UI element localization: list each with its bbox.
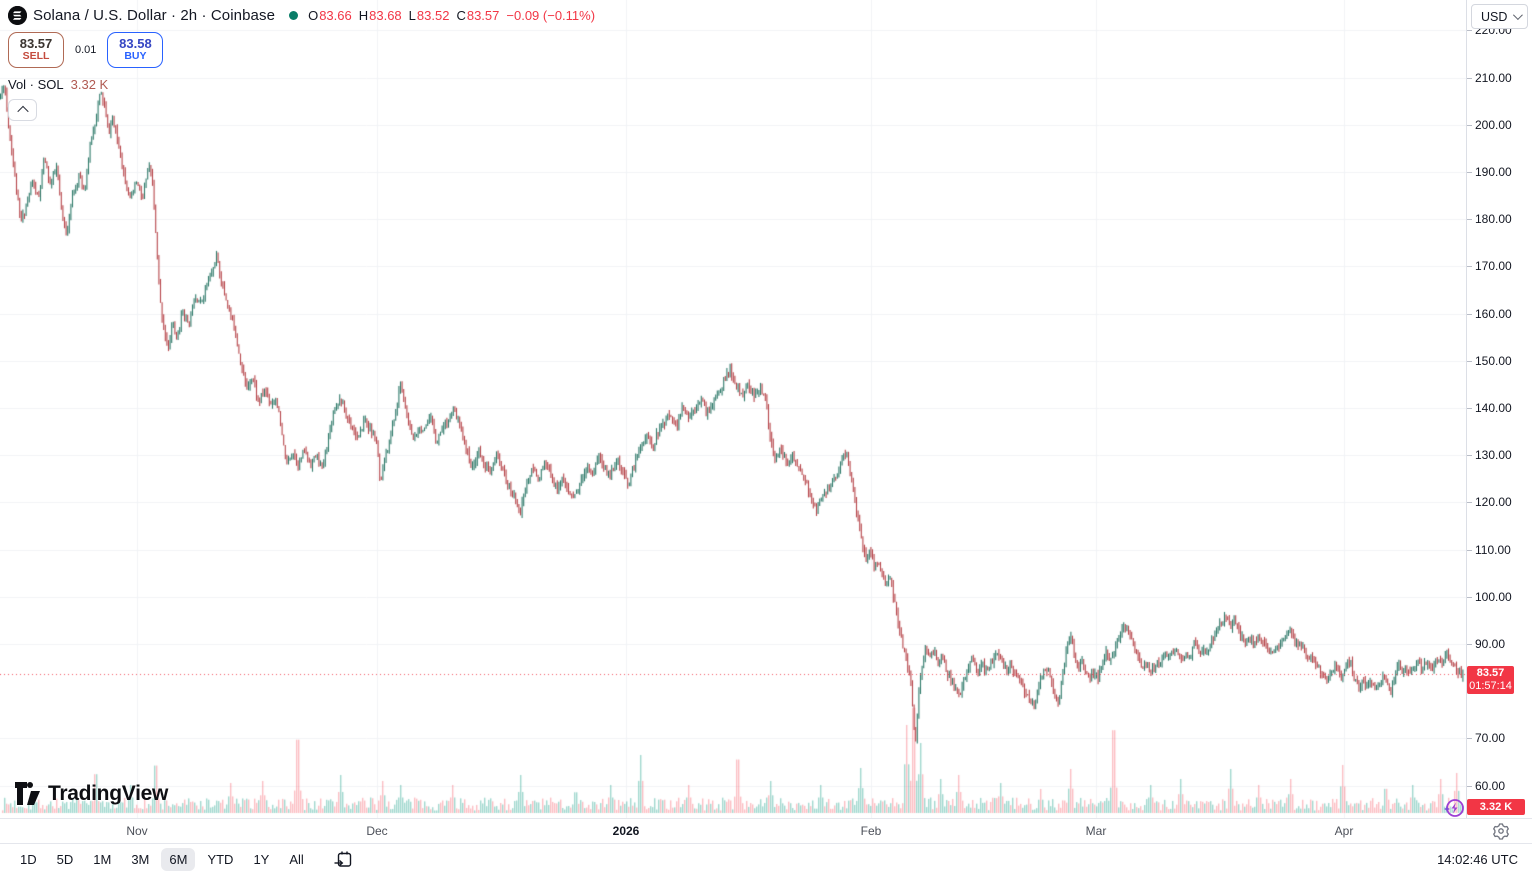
- watermark-text: TradingView: [48, 781, 169, 805]
- symbol-row: Solana / U.S. Dollar · 2h · Coinbase O83…: [8, 6, 595, 25]
- tradingview-logo-icon: [15, 782, 40, 805]
- buy-button[interactable]: 83.58 BUY: [107, 32, 164, 68]
- tradingview-watermark[interactable]: TradingView: [14, 781, 168, 806]
- time-axis-settings-gear-icon[interactable]: [1492, 822, 1510, 840]
- price-tick-mark: [1467, 644, 1472, 645]
- price-tick-mark: [1467, 408, 1472, 409]
- price-tick-mark: [1467, 219, 1472, 220]
- price-tick-mark: [1467, 125, 1472, 126]
- chart-region[interactable]: Solana / U.S. Dollar · 2h · Coinbase O83…: [0, 0, 1466, 818]
- trade-buttons-row: 83.57 SELL 0.01 83.58 BUY: [8, 32, 595, 68]
- solana-logo-icon: [8, 6, 27, 25]
- price-tick-label: 140.00: [1475, 400, 1512, 415]
- calendar-arrow-icon: [334, 851, 351, 867]
- volume-axis-label: 3.32 K: [1467, 799, 1525, 815]
- volume-legend-row[interactable]: Vol · SOL 3.32 K: [8, 77, 595, 92]
- chart-legend: Solana / U.S. Dollar · 2h · Coinbase O83…: [8, 6, 595, 121]
- price-tick-label: 150.00: [1475, 353, 1512, 368]
- price-tick-mark: [1467, 502, 1472, 503]
- time-axis-label: Nov: [126, 824, 148, 838]
- price-tick-label: 170.00: [1475, 259, 1512, 274]
- price-tick-label: 200.00: [1475, 117, 1512, 132]
- legend-collapse-button[interactable]: [8, 99, 37, 121]
- time-axis-label: Feb: [860, 824, 882, 838]
- sell-price: 83.57: [19, 35, 53, 51]
- sell-button[interactable]: 83.57 SELL: [8, 32, 64, 68]
- utc-clock[interactable]: 14:02:46 UTC: [1437, 852, 1518, 867]
- go-to-date-button[interactable]: [334, 850, 353, 869]
- price-tick-mark: [1467, 361, 1472, 362]
- sell-label: SELL: [22, 50, 50, 63]
- bar-countdown: 01:57:14: [1469, 680, 1512, 693]
- open-value: 83.66: [319, 8, 352, 23]
- change-value: −0.09 (−0.11%): [506, 8, 596, 23]
- price-tick-label: 110.00: [1475, 542, 1511, 557]
- price-tick-label: 180.00: [1475, 212, 1512, 227]
- chevron-up-icon: [16, 105, 29, 118]
- price-tick-label: 120.00: [1475, 495, 1512, 510]
- price-tick-label: 160.00: [1475, 306, 1512, 321]
- time-axis-label: Mar: [1085, 824, 1107, 838]
- price-tick-label: 90.00: [1475, 636, 1506, 651]
- open-key: O: [308, 8, 319, 23]
- price-tick-label: 210.00: [1475, 70, 1512, 85]
- range-button-ytd[interactable]: YTD: [199, 848, 241, 871]
- price-tick-mark: [1467, 172, 1472, 173]
- currency-value: USD: [1481, 9, 1508, 24]
- price-tick-mark: [1467, 738, 1472, 739]
- price-tick-mark: [1467, 597, 1472, 598]
- range-button-1m[interactable]: 1M: [85, 848, 119, 871]
- volume-legend-label: Vol · SOL: [8, 77, 64, 92]
- volume-flash-icon[interactable]: [1443, 797, 1465, 819]
- price-tick-mark: [1467, 314, 1472, 315]
- price-tick-mark: [1467, 550, 1472, 551]
- buy-price: 83.58: [119, 35, 152, 51]
- range-button-5d[interactable]: 5D: [49, 848, 82, 871]
- price-tick-mark: [1467, 30, 1472, 31]
- price-tick-label: 130.00: [1475, 448, 1512, 463]
- price-tick-label: 60.00: [1475, 778, 1506, 793]
- price-tick-label: 100.00: [1475, 589, 1512, 604]
- time-axis[interactable]: Nov Dec 2026 Feb Mar Apr: [0, 818, 1532, 844]
- close-key: C: [456, 8, 466, 23]
- time-axis-label: 2026: [612, 824, 640, 838]
- high-value: 83.68: [369, 8, 402, 23]
- low-key: L: [408, 8, 416, 23]
- market-status-dot[interactable]: [289, 11, 299, 20]
- range-button-1y[interactable]: 1Y: [245, 848, 277, 871]
- high-key: H: [358, 8, 369, 23]
- buy-label: BUY: [124, 50, 147, 63]
- range-button-1d[interactable]: 1D: [12, 848, 45, 871]
- price-tick-mark: [1467, 455, 1472, 456]
- price-chart-canvas[interactable]: [0, 0, 1466, 818]
- range-button-3m[interactable]: 3M: [123, 848, 157, 871]
- spread-value: 0.01: [75, 44, 97, 56]
- last-price-label: 83.57 01:57:14: [1467, 666, 1514, 695]
- currency-selector[interactable]: USD: [1471, 4, 1528, 29]
- range-button-all[interactable]: All: [281, 848, 311, 871]
- price-tick-mark: [1467, 266, 1472, 267]
- price-tick-label: 190.00: [1475, 164, 1512, 179]
- price-axis[interactable]: USD 83.57 01:57:14 3.32 K 220.00 210.00 20…: [1466, 0, 1532, 818]
- volume-legend-value: 3.32 K: [70, 77, 109, 92]
- range-buttons-group: 1D 5D 1M 3M 6M YTD 1Y All: [12, 848, 316, 871]
- price-tick-mark: [1467, 78, 1472, 79]
- symbol-title[interactable]: Solana / U.S. Dollar · 2h · Coinbase: [33, 7, 276, 24]
- last-price-value: 83.57: [1476, 667, 1505, 680]
- ohlc-values: O83.66 H83.68 L83.52 C83.57 −0.09 (−0.11…: [308, 8, 595, 23]
- price-tick-mark: [1467, 786, 1472, 787]
- bottom-toolbar: 1D 5D 1M 3M 6M YTD 1Y All 14:02:46 UTC: [0, 843, 1532, 875]
- time-axis-label: Apr: [1334, 824, 1354, 838]
- close-value: 83.57: [466, 8, 500, 23]
- price-tick-label: 70.00: [1475, 731, 1506, 746]
- range-button-6m[interactable]: 6M: [161, 848, 196, 871]
- time-axis-label: Dec: [366, 824, 388, 838]
- low-value: 83.52: [416, 8, 450, 23]
- chevron-down-icon: [1512, 10, 1523, 21]
